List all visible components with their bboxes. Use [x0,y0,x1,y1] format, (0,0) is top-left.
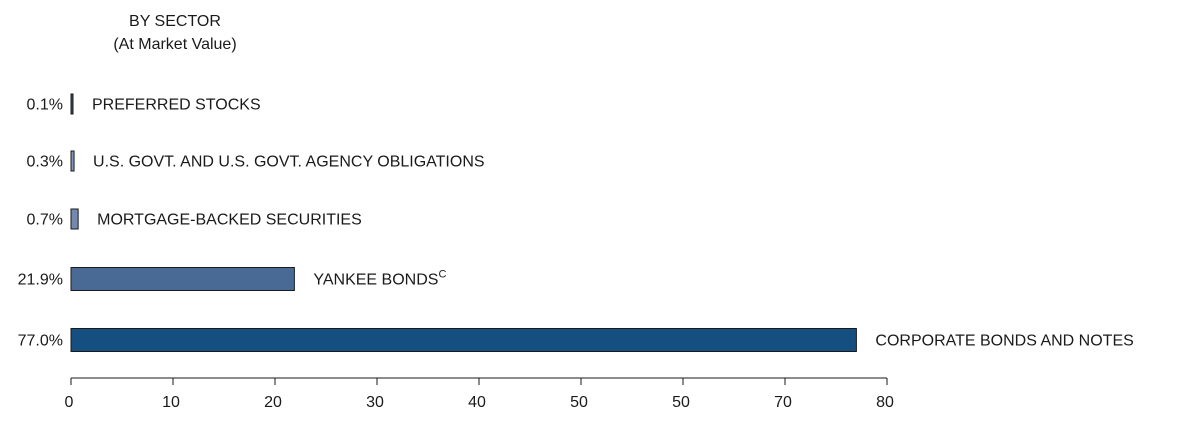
x-tick-label: 40 [468,394,486,411]
value-label: 0.7% [27,212,63,229]
category-label: PREFERRED STOCKS [92,97,261,114]
bar [70,150,75,172]
x-tick-label: 50 [570,394,588,411]
chart-subtitle: (At Market Value) [113,36,236,53]
x-tick-label: 80 [876,394,894,411]
chart-title: BY SECTOR [129,13,221,30]
bar [70,328,857,352]
value-label: 77.0% [18,333,63,350]
bar [70,267,295,291]
bar [70,93,74,115]
x-tick-label: 10 [162,394,180,411]
category-label: U.S. GOVT. AND U.S. GOVT. AGENCY OBLIGAT… [93,154,485,171]
category-superscript: C [438,269,446,281]
bars-layer: 0.1% PREFERRED STOCKS 0.3% U.S. GOVT. AND U… [18,93,1134,352]
x-tick-label: 0 [65,394,74,411]
x-tick-label: 50 [672,394,690,411]
bar [70,208,79,230]
x-tick-label: 20 [264,394,282,411]
value-label: 0.3% [27,154,63,171]
x-tick-label: 70 [774,394,792,411]
x-axis: 0 10 20 30 40 50 50 70 80 [65,377,894,411]
value-label: 21.9% [18,272,63,289]
category-label: CORPORATE BONDS AND NOTES [875,333,1133,350]
value-label: 0.1% [27,97,63,114]
category-label: MORTGAGE-BACKED SECURITIES [97,212,362,229]
x-tick-label: 30 [366,394,384,411]
category-label: YANKEE BONDSC [313,269,446,289]
